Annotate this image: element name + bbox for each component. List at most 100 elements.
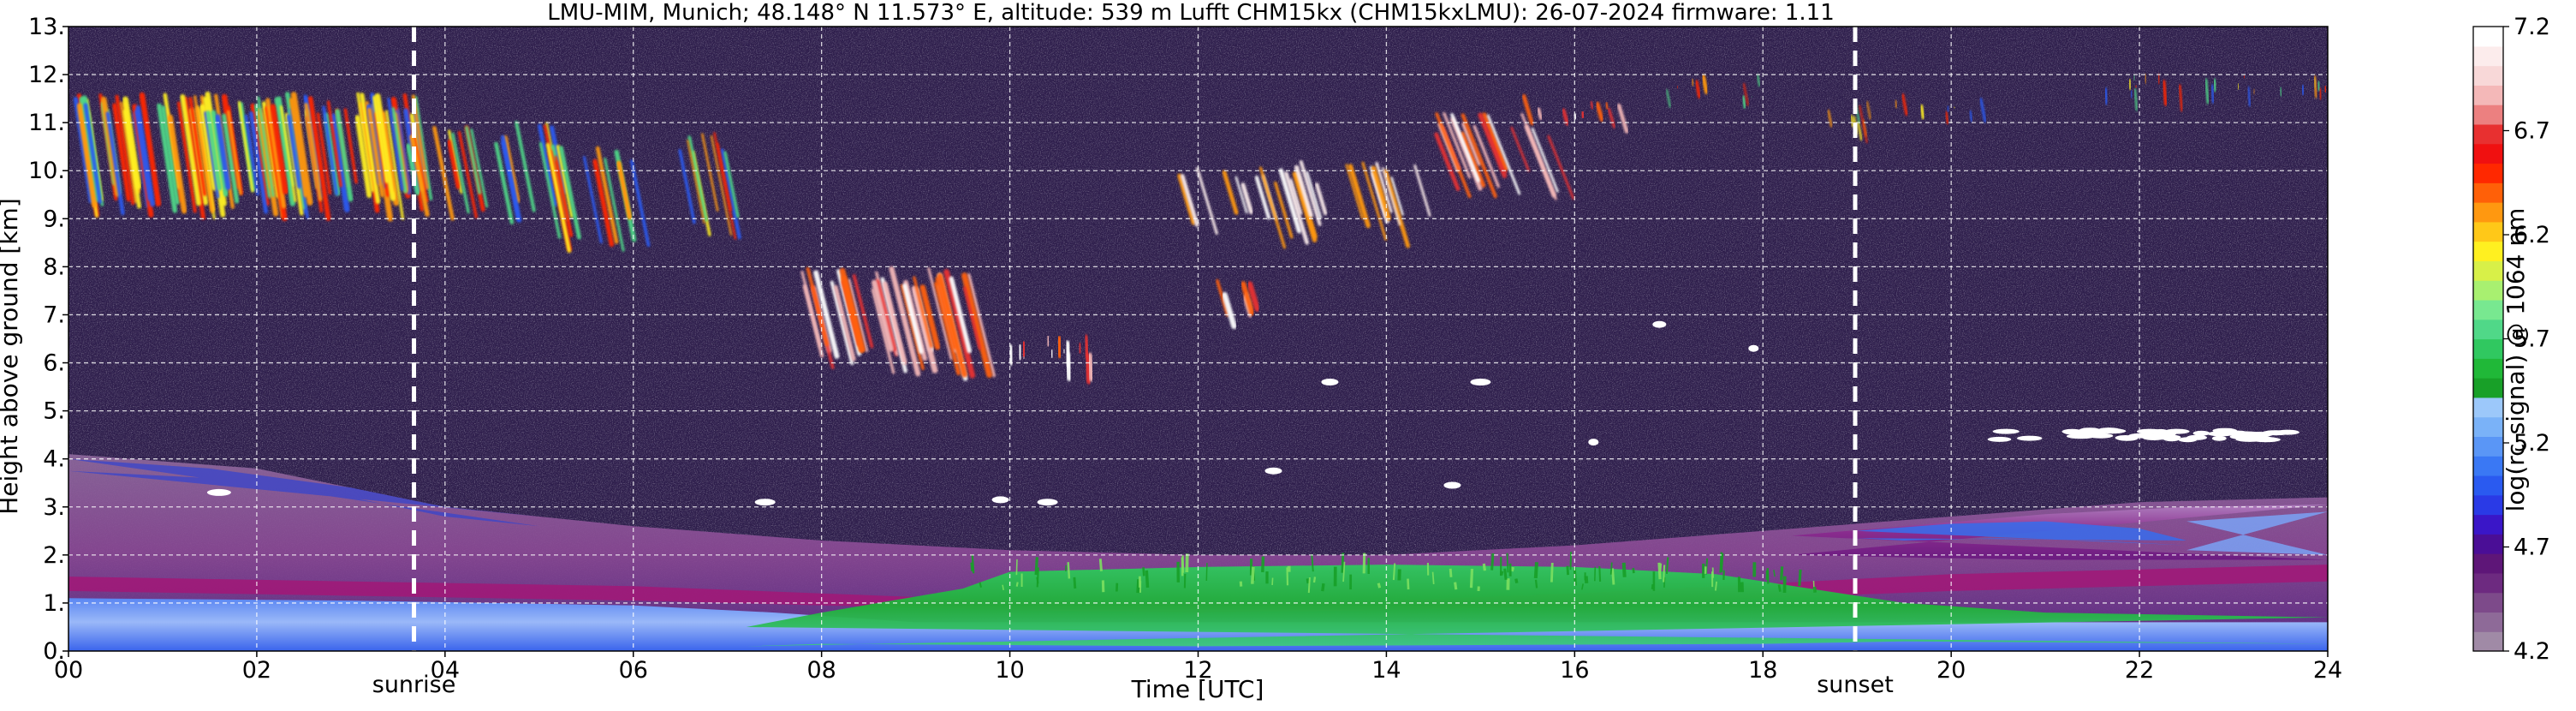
cloud-blob — [755, 499, 776, 505]
colorbar-segment — [2473, 358, 2503, 378]
altocumulus-echo — [2088, 433, 2113, 439]
y-tick-label: 0. — [43, 638, 65, 665]
cloud-blob — [1321, 379, 1338, 385]
convective-plume — [1138, 579, 1139, 593]
convective-plume — [1309, 577, 1310, 593]
x-tick-label: 14 — [1371, 657, 1401, 684]
cirrus-streak — [2130, 81, 2131, 89]
y-tick-label: 1. — [43, 590, 65, 617]
convective-plume — [1586, 577, 1587, 583]
altocumulus-echo — [2230, 434, 2250, 439]
cirrus-streak — [2134, 75, 2135, 80]
y-tick-label: 13. — [28, 14, 65, 40]
cloud-blob — [1652, 321, 1666, 328]
convective-plume — [1652, 584, 1653, 589]
convective-plume — [1183, 555, 1184, 573]
y-tick-label: 11. — [28, 110, 65, 136]
cirrus-streak — [2215, 80, 2216, 90]
convective-plume — [1100, 559, 1101, 571]
colorbar-segment — [2473, 105, 2503, 124]
convective-plume — [1364, 553, 1365, 574]
cirrus-streak — [1921, 106, 1924, 117]
convective-plume — [1667, 558, 1668, 574]
colorbar-segment — [2473, 46, 2503, 66]
colorbar-tick-label: 4.2 — [2514, 638, 2550, 665]
altocumulus-echo — [2193, 431, 2210, 436]
cloud-blob — [992, 496, 1009, 503]
colorbar-segment — [2473, 436, 2503, 456]
altocumulus-echo — [2143, 435, 2165, 440]
colorbar-segment — [2473, 534, 2503, 553]
altocumulus-echo — [2212, 436, 2227, 441]
altocumulus-echo — [2063, 430, 2081, 435]
cloud-blob — [1038, 499, 1058, 505]
convective-plume — [1314, 577, 1315, 583]
convective-plume — [1394, 564, 1395, 581]
altocumulus-echo — [2097, 427, 2121, 433]
convective-plume — [1272, 578, 1273, 585]
convective-plume — [1536, 562, 1537, 578]
colorbar-segment — [2473, 495, 2503, 515]
colorbar-tick-label: 4.7 — [2514, 535, 2550, 561]
colorbar-segment — [2473, 475, 2503, 495]
colorbar-segment — [2473, 144, 2503, 164]
convective-plume — [1308, 578, 1309, 583]
colorbar-segment — [2473, 66, 2503, 86]
y-axis: 0.1.2.3.4.5.6.7.8.9.10.11.12.13. — [28, 14, 68, 665]
convective-plume — [1323, 583, 1324, 591]
event-label-sunrise: sunrise — [372, 672, 456, 698]
colorbar-segment — [2473, 378, 2503, 397]
convective-plume — [1342, 553, 1343, 572]
cloud-blob — [1443, 482, 1461, 489]
y-axis-label: Height above ground [km] — [0, 198, 23, 515]
colorbar-segment — [2473, 593, 2503, 612]
convective-plume — [1599, 566, 1600, 582]
cloud-blob — [1265, 468, 1282, 475]
x-tick-label: 08 — [806, 657, 836, 684]
colorbar-segment — [2473, 456, 2503, 475]
convective-plume — [1455, 583, 1456, 590]
colorbar-segment — [2473, 242, 2503, 261]
convective-plume — [1378, 583, 1379, 589]
fallstreak — [1090, 356, 1092, 379]
cirrus-streak — [2325, 87, 2326, 92]
colorbar-segment — [2473, 182, 2503, 202]
y-tick-label: 8. — [43, 254, 65, 280]
x-tick-label: 06 — [619, 657, 648, 684]
cirrus-streak — [2212, 86, 2214, 102]
colorbar-segment — [2473, 300, 2503, 320]
altocumulus-echo — [2276, 430, 2299, 435]
event-label-sunset: sunset — [1817, 672, 1894, 698]
cirrus-streak — [2254, 90, 2255, 94]
cirrus-streak — [2132, 92, 2133, 98]
colorbar-segment — [2473, 260, 2503, 280]
x-tick-label: 16 — [1560, 657, 1589, 684]
colorbar-segment — [2473, 85, 2503, 105]
cirrus-streak — [2158, 75, 2159, 83]
colorbar-segment — [2473, 339, 2503, 359]
colorbar-segment — [2473, 222, 2503, 242]
convective-plume — [1492, 553, 1493, 571]
convective-plume — [1146, 571, 1147, 588]
colorbar-segment — [2473, 163, 2503, 182]
convective-plume — [980, 583, 982, 588]
convective-plume — [1624, 563, 1625, 577]
colorbar-segment — [2473, 417, 2503, 437]
convective-plume — [1074, 577, 1075, 589]
y-tick-label: 2. — [43, 542, 65, 569]
altocumulus-echo — [1988, 437, 2012, 442]
convective-plume — [1611, 563, 1612, 575]
cirrus-streak — [2163, 81, 2166, 104]
cloud-blob — [1588, 439, 1598, 445]
colorbar-segment — [2473, 553, 2503, 573]
altocumulus-echo — [2250, 436, 2272, 441]
cloud-blob — [1748, 345, 1758, 352]
colorbar-segment — [2473, 631, 2503, 651]
convective-plume — [1663, 565, 1664, 583]
y-tick-label: 10. — [28, 158, 65, 184]
cirrus-streak — [1895, 101, 1897, 108]
colorbar-segment — [2473, 515, 2503, 535]
cloud-blob — [1470, 379, 1490, 385]
colorbar-segment — [2473, 124, 2503, 144]
colorbar-segment — [2473, 27, 2503, 46]
